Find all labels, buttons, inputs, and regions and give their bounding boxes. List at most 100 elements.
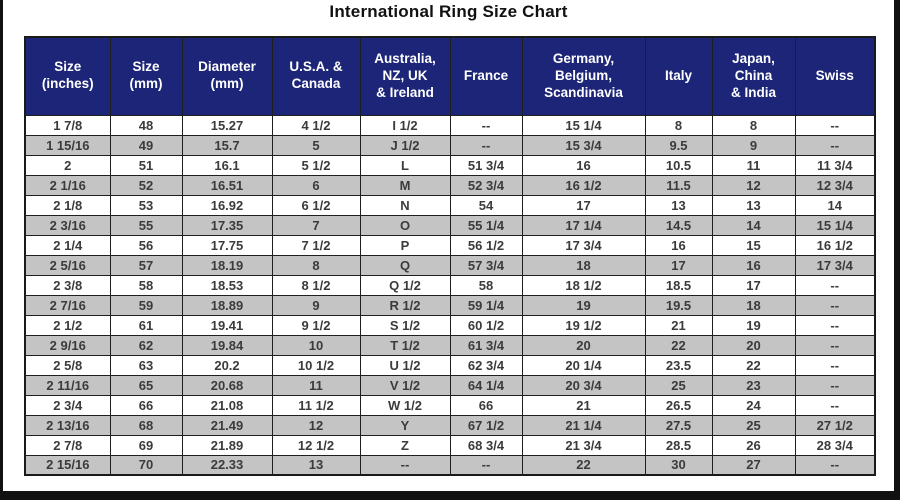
cell-usa-canada: 11 1/2: [271, 394, 361, 416]
cell-swiss: 16 1/2: [794, 234, 876, 256]
cell-size-inches: 2: [24, 154, 111, 176]
cell-italy: 16: [644, 234, 713, 256]
cell-diameter-mm: 17.75: [181, 234, 273, 256]
ring-size-chart-table: Size (inches) Size (mm) Diameter (mm) U.S.A…: [24, 36, 876, 476]
cell-japan-china-india: 16: [711, 254, 796, 276]
cell-france: 57 3/4: [449, 254, 523, 276]
cell-australia-nz-uk-ireland: I 1/2: [359, 114, 451, 136]
cell-diameter-mm: 18.53: [181, 274, 273, 296]
table-row: 2 7/16 59 18.89 9 R 1/2 59 1/4 19 19.5 18 --: [24, 294, 876, 316]
cell-diameter-mm: 21.08: [181, 394, 273, 416]
cell-france: --: [449, 134, 523, 156]
cell-italy: 10.5: [644, 154, 713, 176]
cell-diameter-mm: 17.35: [181, 214, 273, 236]
table-row: 1 7/8 48 15.27 4 1/2 I 1/2 -- 15 1/4 8 8 --: [24, 114, 876, 136]
cell-japan-china-india: 26: [711, 434, 796, 456]
cell-diameter-mm: 20.68: [181, 374, 273, 396]
cell-size-inches: 2 5/8: [24, 354, 111, 376]
cell-germany-belgium-scandinavia: 21: [521, 394, 646, 416]
cell-france: --: [449, 454, 523, 476]
cell-size-mm: 61: [109, 314, 183, 336]
col-header-size-inches: Size (inches): [24, 36, 111, 116]
cell-japan-china-india: 17: [711, 274, 796, 296]
cell-australia-nz-uk-ireland: M: [359, 174, 451, 196]
cell-size-mm: 56: [109, 234, 183, 256]
cell-japan-china-india: 23: [711, 374, 796, 396]
cell-australia-nz-uk-ireland: O: [359, 214, 451, 236]
cell-france: 59 1/4: [449, 294, 523, 316]
cell-france: 55 1/4: [449, 214, 523, 236]
cell-size-inches: 2 3/8: [24, 274, 111, 296]
cell-size-inches: 2 1/4: [24, 234, 111, 256]
cell-diameter-mm: 21.49: [181, 414, 273, 436]
cell-size-mm: 66: [109, 394, 183, 416]
table-row: 2 5/16 57 18.19 8 Q 57 3/4 18 17 16 17 3/4: [24, 254, 876, 276]
table-row: 2 7/8 69 21.89 12 1/2 Z 68 3/4 21 3/4 28.5 26 28 …: [24, 434, 876, 456]
table-row: 2 3/8 58 18.53 8 1/2 Q 1/2 58 18 1/2 18.5 17 --: [24, 274, 876, 296]
cell-japan-china-india: 25: [711, 414, 796, 436]
cell-japan-china-india: 8: [711, 114, 796, 136]
cell-australia-nz-uk-ireland: T 1/2: [359, 334, 451, 356]
cell-swiss: --: [794, 114, 876, 136]
cell-swiss: 15 1/4: [794, 214, 876, 236]
table-header: Size (inches) Size (mm) Diameter (mm) U.S.A…: [24, 36, 876, 116]
cell-france: 66: [449, 394, 523, 416]
cell-france: 67 1/2: [449, 414, 523, 436]
cell-japan-china-india: 24: [711, 394, 796, 416]
cell-italy: 28.5: [644, 434, 713, 456]
cell-japan-china-india: 11: [711, 154, 796, 176]
cell-diameter-mm: 21.89: [181, 434, 273, 456]
table-row: 2 15/16 70 22.33 13 -- -- 22 30 27 --: [24, 454, 876, 476]
cell-size-inches: 2 15/16: [24, 454, 111, 476]
cell-swiss: --: [794, 334, 876, 356]
cell-usa-canada: 5 1/2: [271, 154, 361, 176]
cell-size-inches: 2 7/8: [24, 434, 111, 456]
cell-france: 58: [449, 274, 523, 296]
table-row: 2 1/8 53 16.92 6 1/2 N 54 17 13 13 14: [24, 194, 876, 216]
col-header-swiss: Swiss: [794, 36, 876, 116]
cell-australia-nz-uk-ireland: Y: [359, 414, 451, 436]
cell-germany-belgium-scandinavia: 18: [521, 254, 646, 276]
cell-size-mm: 49: [109, 134, 183, 156]
cell-diameter-mm: 15.7: [181, 134, 273, 156]
cell-germany-belgium-scandinavia: 17 3/4: [521, 234, 646, 256]
cell-france: 54: [449, 194, 523, 216]
cell-usa-canada: 6 1/2: [271, 194, 361, 216]
cell-diameter-mm: 20.2: [181, 354, 273, 376]
col-header-germany-belgium-scandinavia: Germany, Belgium, Scandinavia: [521, 36, 646, 116]
cell-swiss: --: [794, 374, 876, 396]
cell-size-mm: 65: [109, 374, 183, 396]
cell-size-mm: 52: [109, 174, 183, 196]
cell-usa-canada: 13: [271, 454, 361, 476]
cell-italy: 25: [644, 374, 713, 396]
cell-australia-nz-uk-ireland: N: [359, 194, 451, 216]
cell-japan-china-india: 18: [711, 294, 796, 316]
cell-italy: 19.5: [644, 294, 713, 316]
cell-usa-canada: 9 1/2: [271, 314, 361, 336]
cell-japan-china-india: 12: [711, 174, 796, 196]
cell-italy: 21: [644, 314, 713, 336]
cell-france: 62 3/4: [449, 354, 523, 376]
cell-germany-belgium-scandinavia: 21 1/4: [521, 414, 646, 436]
cell-diameter-mm: 16.1: [181, 154, 273, 176]
cell-size-inches: 2 9/16: [24, 334, 111, 356]
cell-swiss: --: [794, 134, 876, 156]
cell-size-inches: 2 3/4: [24, 394, 111, 416]
cell-size-inches: 2 5/16: [24, 254, 111, 276]
cell-size-mm: 53: [109, 194, 183, 216]
col-header-italy: Italy: [644, 36, 713, 116]
cell-size-inches: 2 7/16: [24, 294, 111, 316]
cell-germany-belgium-scandinavia: 21 3/4: [521, 434, 646, 456]
cell-size-mm: 70: [109, 454, 183, 476]
col-header-australia-nz-uk-ireland: Australia, NZ, UK & Ireland: [359, 36, 451, 116]
cell-usa-canada: 10 1/2: [271, 354, 361, 376]
cell-australia-nz-uk-ireland: Q 1/2: [359, 274, 451, 296]
cell-diameter-mm: 18.89: [181, 294, 273, 316]
table-row: 2 9/16 62 19.84 10 T 1/2 61 3/4 20 22 20 --: [24, 334, 876, 356]
cell-germany-belgium-scandinavia: 20 3/4: [521, 374, 646, 396]
cell-diameter-mm: 16.51: [181, 174, 273, 196]
cell-swiss: 17 3/4: [794, 254, 876, 276]
cell-france: 51 3/4: [449, 154, 523, 176]
cell-italy: 11.5: [644, 174, 713, 196]
cell-germany-belgium-scandinavia: 18 1/2: [521, 274, 646, 296]
